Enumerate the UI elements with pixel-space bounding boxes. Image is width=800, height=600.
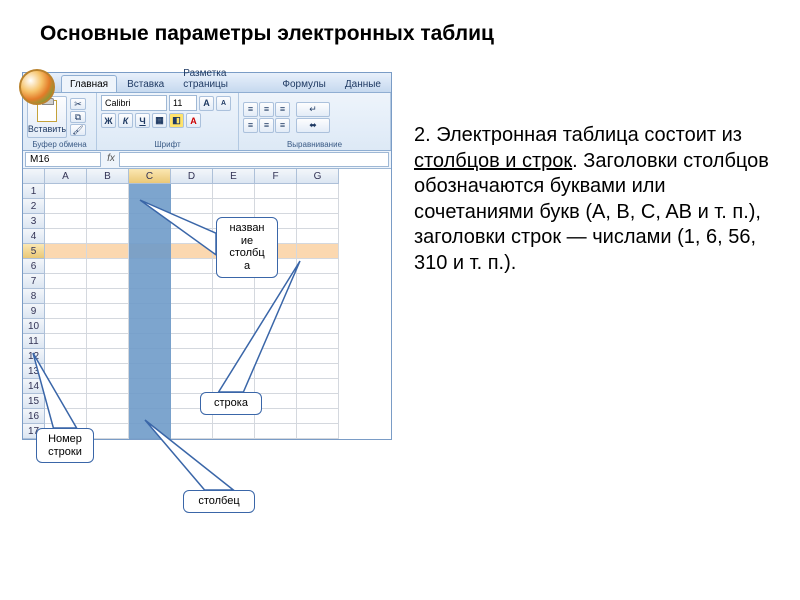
merge-button[interactable]: ⬌ bbox=[296, 118, 330, 133]
row-headers: 1234567891011121314151617 bbox=[23, 184, 45, 439]
tab-4[interactable]: Данные bbox=[336, 75, 390, 92]
col-header-G[interactable]: G bbox=[297, 169, 339, 184]
page-title: Основные параметры электронных таблиц bbox=[40, 22, 494, 46]
col-header-B[interactable]: B bbox=[87, 169, 129, 184]
cells-grid[interactable] bbox=[45, 184, 339, 439]
group-align: ≡ ≡ ≡ ≡ ≡ ≡ ↵ ⬌ Выравнивание bbox=[239, 93, 391, 150]
tab-3[interactable]: Формулы bbox=[273, 75, 335, 92]
row-header-13[interactable]: 13 bbox=[23, 364, 45, 379]
row-header-7[interactable]: 7 bbox=[23, 274, 45, 289]
border-button[interactable]: ▦ bbox=[152, 113, 167, 128]
font-name-combo[interactable]: Calibri bbox=[101, 95, 167, 111]
row-header-5[interactable]: 5 bbox=[23, 244, 45, 259]
name-box[interactable]: M16 bbox=[25, 152, 101, 167]
callout-row: строка bbox=[200, 392, 262, 415]
row-header-15[interactable]: 15 bbox=[23, 394, 45, 409]
callout-column: столбец bbox=[183, 490, 255, 513]
tab-2[interactable]: Разметка страницы bbox=[174, 64, 272, 92]
row-header-4[interactable]: 4 bbox=[23, 229, 45, 244]
ribbon: Вставить ✂ ⧉ 🖌 Буфер обмена Calibri 11 A… bbox=[23, 93, 391, 151]
row-header-10[interactable]: 10 bbox=[23, 319, 45, 334]
row-header-14[interactable]: 14 bbox=[23, 379, 45, 394]
underline-button[interactable]: Ч bbox=[135, 113, 150, 128]
row-header-6[interactable]: 6 bbox=[23, 259, 45, 274]
group-clipboard-label: Буфер обмена bbox=[27, 139, 92, 149]
row-header-16[interactable]: 16 bbox=[23, 409, 45, 424]
row-header-8[interactable]: 8 bbox=[23, 289, 45, 304]
col-header-C[interactable]: C bbox=[129, 169, 171, 184]
align-grid: ≡ ≡ ≡ ≡ ≡ ≡ bbox=[243, 102, 290, 133]
excel-window: ГлавнаяВставкаРазметка страницыФормулыДа… bbox=[22, 72, 392, 440]
select-all-corner[interactable] bbox=[23, 169, 45, 184]
formula-bar[interactable] bbox=[119, 152, 389, 167]
column-headers: ABCDEFG bbox=[23, 169, 391, 184]
row-header-9[interactable]: 9 bbox=[23, 304, 45, 319]
group-font-label: Шрифт bbox=[101, 139, 234, 149]
row-header-3[interactable]: 3 bbox=[23, 214, 45, 229]
italic-button[interactable]: К bbox=[118, 113, 133, 128]
copy-button[interactable]: ⧉ bbox=[70, 111, 86, 123]
font-color-button[interactable]: A bbox=[186, 113, 201, 128]
col-header-F[interactable]: F bbox=[255, 169, 297, 184]
align-top[interactable]: ≡ bbox=[243, 102, 258, 117]
tab-0[interactable]: Главная bbox=[61, 75, 117, 92]
explanation-text: 2. Электронная таблица состоит из столбц… bbox=[414, 123, 784, 277]
explain-underlined: столбцов и строк bbox=[414, 150, 572, 172]
fx-icon[interactable]: fx bbox=[103, 151, 119, 168]
col-header-D[interactable]: D bbox=[171, 169, 213, 184]
align-middle[interactable]: ≡ bbox=[259, 102, 274, 117]
callout-column-name: названиестолбца bbox=[216, 217, 278, 278]
align-right[interactable]: ≡ bbox=[275, 118, 290, 133]
office-button[interactable] bbox=[19, 69, 55, 105]
align-center[interactable]: ≡ bbox=[259, 118, 274, 133]
paste-label: Вставить bbox=[28, 124, 66, 134]
cut-button[interactable]: ✂ bbox=[70, 98, 86, 110]
row-header-11[interactable]: 11 bbox=[23, 334, 45, 349]
align-bottom[interactable]: ≡ bbox=[275, 102, 290, 117]
row-header-1[interactable]: 1 bbox=[23, 184, 45, 199]
callout-row-number: Номерстроки bbox=[36, 428, 94, 463]
shrink-font-button[interactable]: A bbox=[216, 96, 231, 111]
grow-font-button[interactable]: A bbox=[199, 96, 214, 111]
formula-bar-row: M16 fx bbox=[23, 151, 391, 169]
tab-1[interactable]: Вставка bbox=[118, 75, 173, 92]
bold-button[interactable]: Ж bbox=[101, 113, 116, 128]
explain-prefix: 2. Электронная таблица состоит из bbox=[414, 124, 742, 146]
ribbon-tabs: ГлавнаяВставкаРазметка страницыФормулыДа… bbox=[23, 73, 391, 93]
row-header-2[interactable]: 2 bbox=[23, 199, 45, 214]
fill-color-button[interactable]: ◧ bbox=[169, 113, 184, 128]
group-font: Calibri 11 A A Ж К Ч ▦ ◧ A Шрифт bbox=[97, 93, 239, 150]
col-header-E[interactable]: E bbox=[213, 169, 255, 184]
format-painter-button[interactable]: 🖌 bbox=[70, 124, 86, 136]
group-align-label: Выравнивание bbox=[243, 139, 386, 149]
col-header-A[interactable]: A bbox=[45, 169, 87, 184]
font-size-combo[interactable]: 11 bbox=[169, 95, 197, 111]
wrap-text-button[interactable]: ↵ bbox=[296, 102, 330, 117]
selected-column-strip bbox=[129, 184, 171, 439]
row-header-12[interactable]: 12 bbox=[23, 349, 45, 364]
align-left[interactable]: ≡ bbox=[243, 118, 258, 133]
